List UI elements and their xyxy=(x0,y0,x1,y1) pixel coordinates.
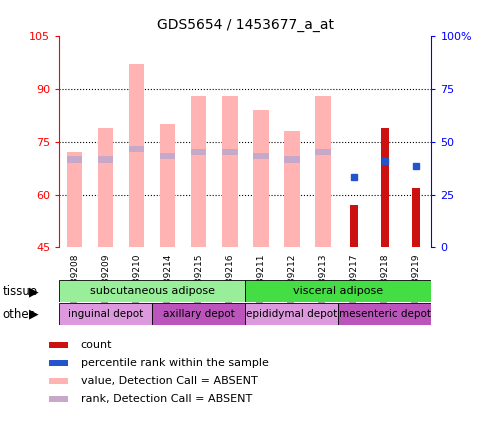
Bar xyxy=(49,378,68,385)
Bar xyxy=(246,280,431,302)
Bar xyxy=(67,156,82,162)
Bar xyxy=(160,153,176,159)
Bar xyxy=(284,131,300,247)
Bar xyxy=(222,96,238,247)
Bar xyxy=(191,96,207,247)
Bar xyxy=(49,360,68,366)
Bar xyxy=(315,149,331,156)
Bar xyxy=(98,128,113,247)
Bar xyxy=(160,124,176,247)
Bar xyxy=(49,342,68,349)
Bar xyxy=(59,280,246,302)
Bar xyxy=(412,187,420,247)
Bar xyxy=(350,205,358,247)
Text: percentile rank within the sample: percentile rank within the sample xyxy=(81,358,269,368)
Text: value, Detection Call = ABSENT: value, Detection Call = ABSENT xyxy=(81,376,257,386)
Bar xyxy=(152,303,246,325)
Bar xyxy=(246,303,338,325)
Bar xyxy=(381,128,389,247)
Text: epididymal depot: epididymal depot xyxy=(246,309,337,319)
Text: inguinal depot: inguinal depot xyxy=(68,309,143,319)
Text: ▶: ▶ xyxy=(29,308,38,321)
Text: other: other xyxy=(2,308,34,321)
Bar xyxy=(338,303,431,325)
Bar xyxy=(315,96,331,247)
Bar xyxy=(67,152,82,247)
Text: subcutaneous adipose: subcutaneous adipose xyxy=(90,286,215,297)
Text: count: count xyxy=(81,340,112,350)
Bar xyxy=(129,146,144,152)
Text: mesenteric depot: mesenteric depot xyxy=(339,309,431,319)
Text: ▶: ▶ xyxy=(29,285,38,298)
Bar xyxy=(59,303,152,325)
Text: rank, Detection Call = ABSENT: rank, Detection Call = ABSENT xyxy=(81,394,252,404)
Bar xyxy=(98,156,113,162)
Text: tissue: tissue xyxy=(2,285,37,298)
Bar xyxy=(222,149,238,156)
Bar xyxy=(253,153,269,159)
Bar xyxy=(129,64,144,247)
Bar xyxy=(49,396,68,402)
Text: visceral adipose: visceral adipose xyxy=(293,286,384,297)
Bar xyxy=(191,149,207,156)
Text: axillary depot: axillary depot xyxy=(163,309,235,319)
Bar xyxy=(284,156,300,162)
Title: GDS5654 / 1453677_a_at: GDS5654 / 1453677_a_at xyxy=(157,18,334,32)
Bar xyxy=(253,110,269,247)
